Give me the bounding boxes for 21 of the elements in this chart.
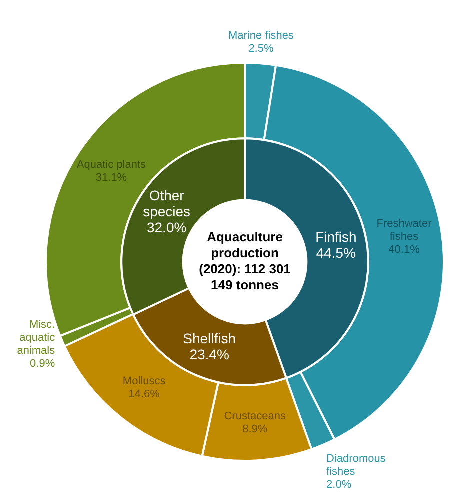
- slice-label: Finfish: [316, 229, 357, 246]
- slice-label: Aquatic plants: [76, 159, 147, 172]
- slice-label: Diadromous fishes: [326, 452, 386, 478]
- data-label: 2.5%: [248, 43, 274, 56]
- data-label: 44.5%: [316, 245, 356, 262]
- slice-label: Other species: [143, 187, 191, 220]
- text: Aquaculture production (2020): 112 301 149 tonnes: [199, 230, 291, 293]
- data-label: 31.1%: [96, 172, 128, 184]
- data-label: 14.6%: [128, 388, 160, 400]
- data-label: 23.4%: [190, 346, 230, 362]
- slice-label: Molluscs: [122, 375, 166, 388]
- slice-label: Marine fishes: [228, 30, 294, 42]
- slice-label: Shellfish: [183, 330, 236, 346]
- data-label: 32.0%: [146, 219, 187, 236]
- data-label: 0.9%: [30, 358, 56, 370]
- data-label: 40.1%: [388, 244, 420, 256]
- data-label: 2.0%: [326, 478, 352, 491]
- data-label: 8.9%: [242, 423, 268, 436]
- slice-label: Misc. aquatic animals: [17, 318, 56, 357]
- slice-label: Freshwater fishes: [376, 218, 432, 244]
- slice-label: Crustaceans: [224, 410, 286, 422]
